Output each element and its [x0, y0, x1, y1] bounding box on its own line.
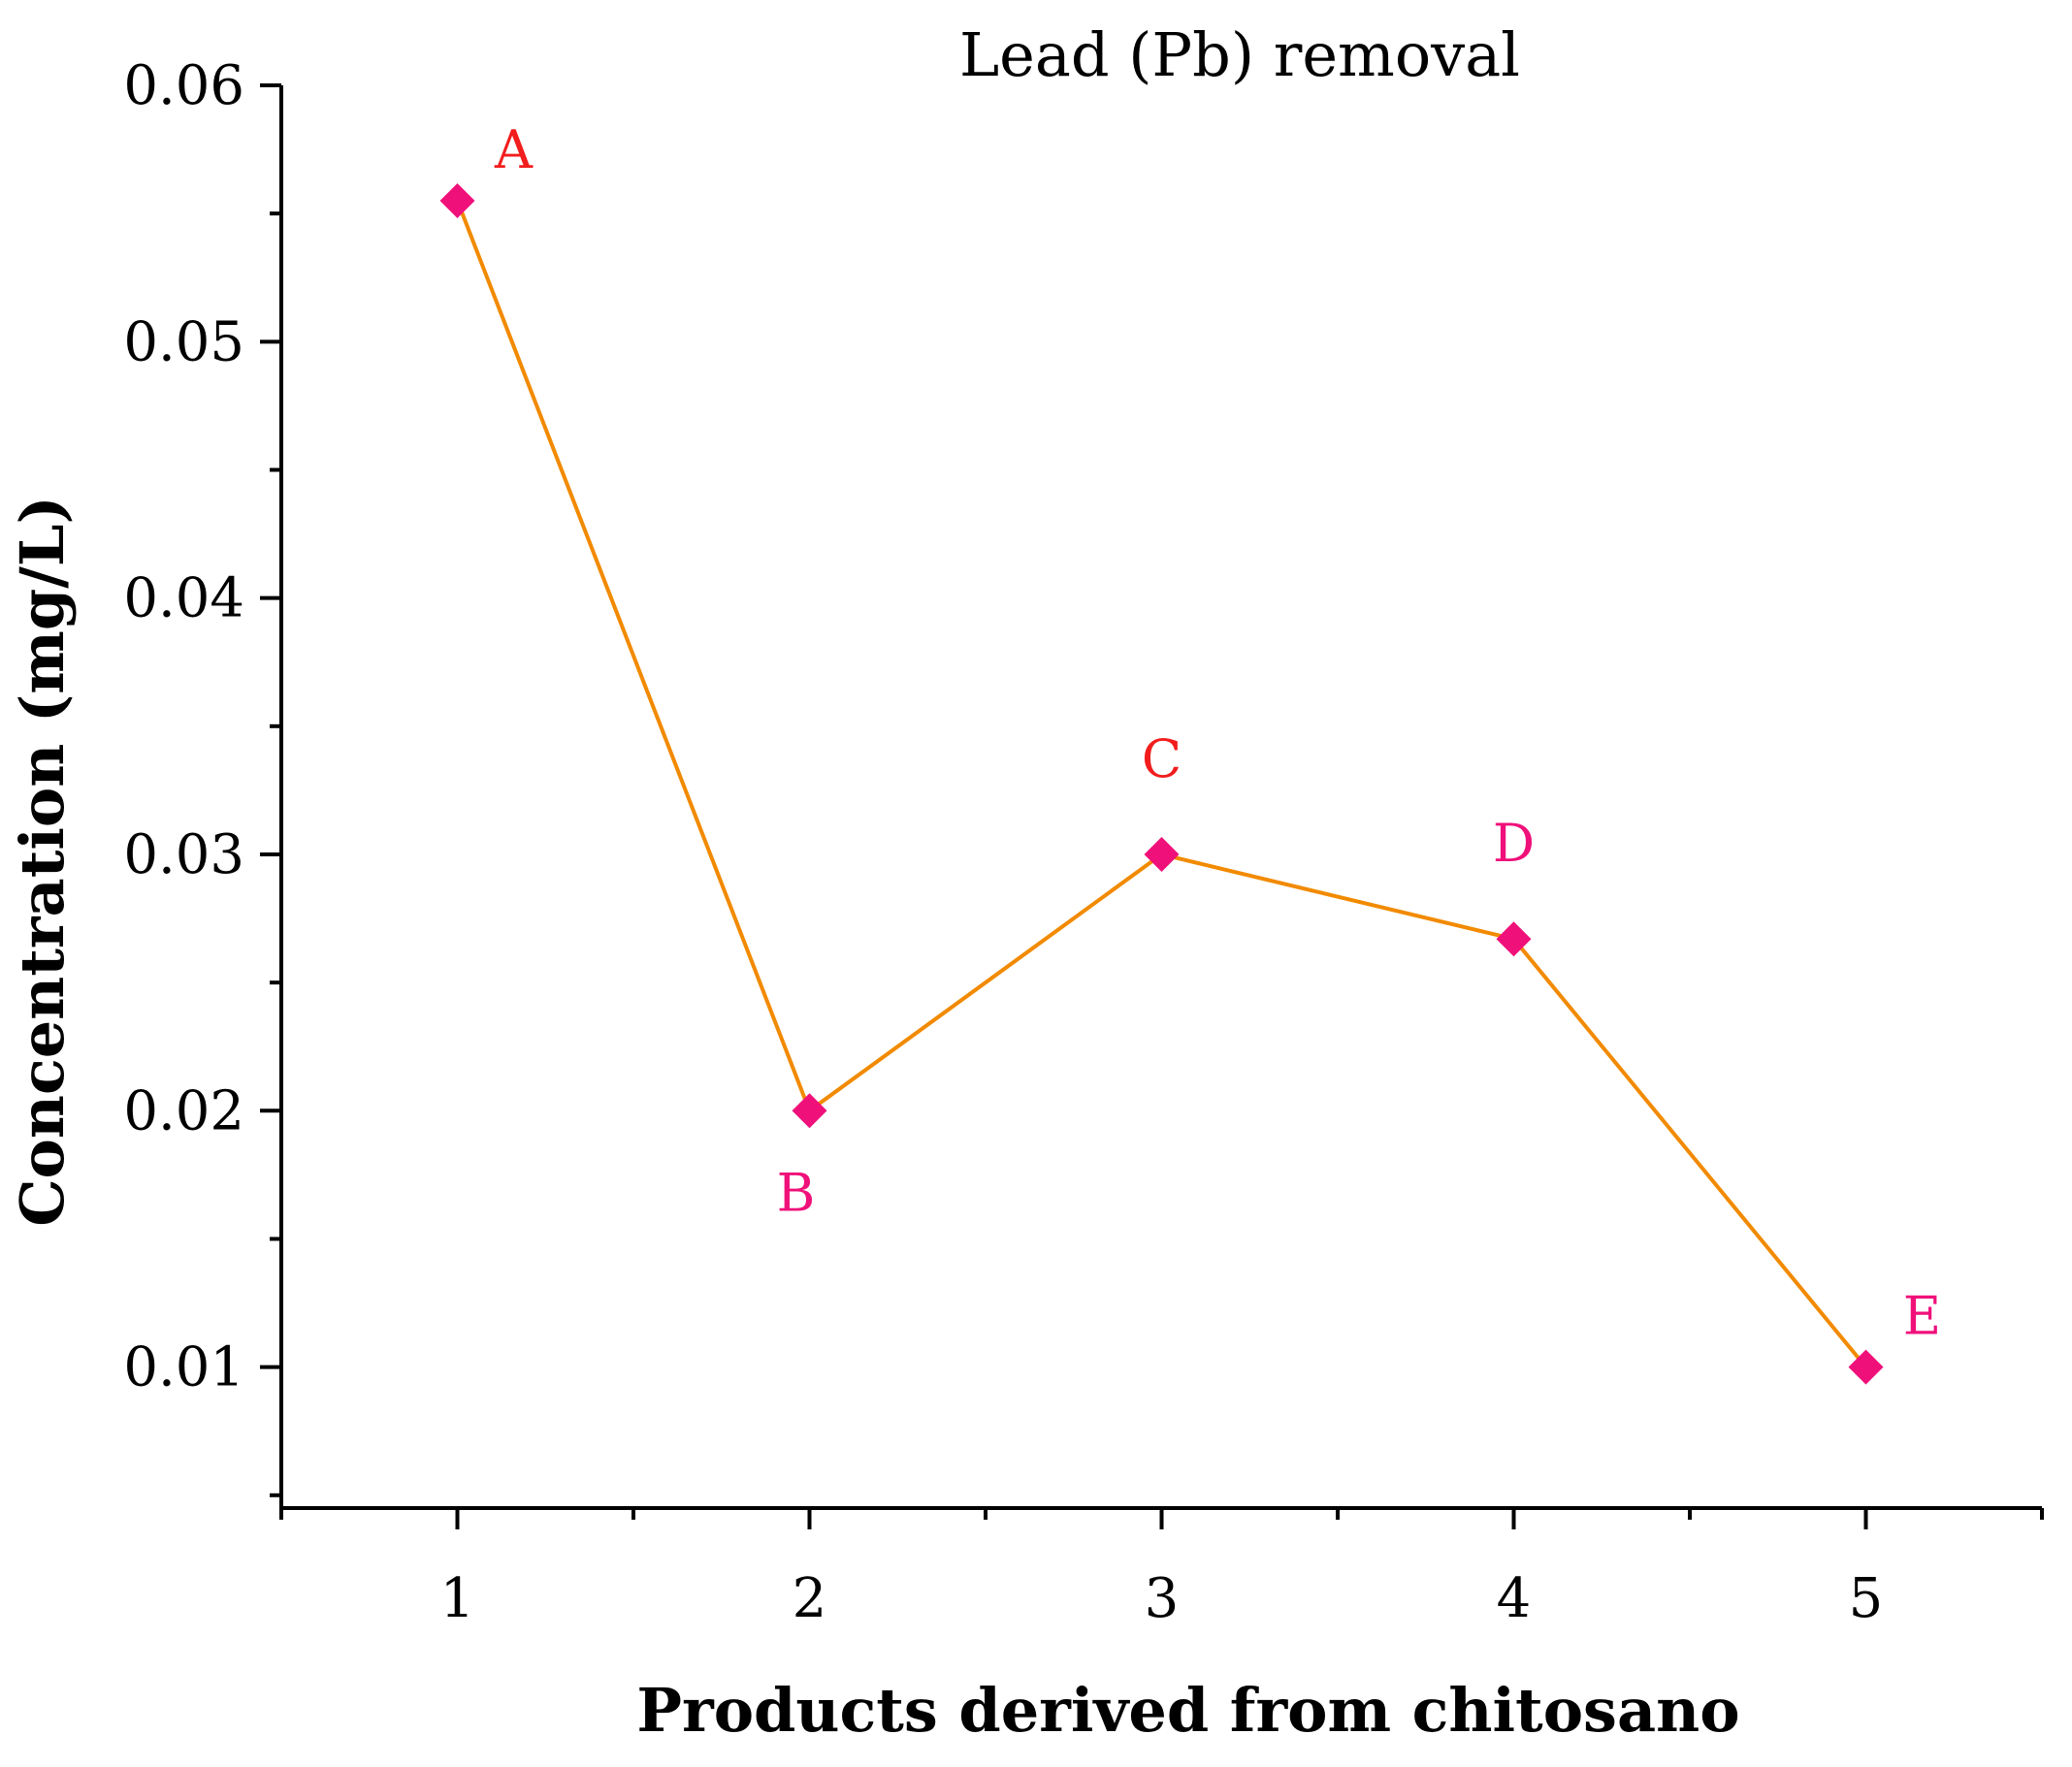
data-point-label: A: [494, 119, 534, 180]
data-point-label: E: [1903, 1286, 1941, 1347]
x-tick-label: 4: [1497, 1567, 1532, 1630]
x-tick-label: 1: [440, 1567, 475, 1630]
y-tick-label: 0.01: [123, 1336, 244, 1399]
y-tick-label: 0.05: [123, 310, 244, 373]
data-point-marker: [1848, 1349, 1884, 1385]
x-tick-label: 2: [793, 1567, 827, 1630]
data-point-label: D: [1493, 813, 1535, 874]
data-point-marker: [1144, 836, 1180, 872]
x-tick-label: 3: [1145, 1567, 1180, 1630]
y-tick-label: 0.03: [123, 823, 244, 886]
x-axis-title: Products derived from chitosano: [636, 1675, 1739, 1746]
data-point-marker: [792, 1093, 827, 1129]
data-point-marker: [439, 182, 475, 218]
y-tick-label: 0.02: [123, 1079, 244, 1142]
data-point-label: B: [777, 1162, 816, 1223]
chart-title: Lead (Pb) removal: [959, 19, 1520, 90]
y-tick-label: 0.04: [123, 567, 244, 630]
y-tick-label: 0.06: [123, 54, 244, 117]
plot-area: 0.01 0.02 0.03 0.04 0.05 0.06 1 2 3 4 5 A B C D E: [123, 54, 2044, 1630]
y-axis-title: Concentration (mg/L): [7, 496, 78, 1227]
data-point-marker: [1496, 921, 1532, 957]
x-tick-label: 5: [1849, 1567, 1884, 1630]
data-point-label: C: [1142, 728, 1182, 789]
